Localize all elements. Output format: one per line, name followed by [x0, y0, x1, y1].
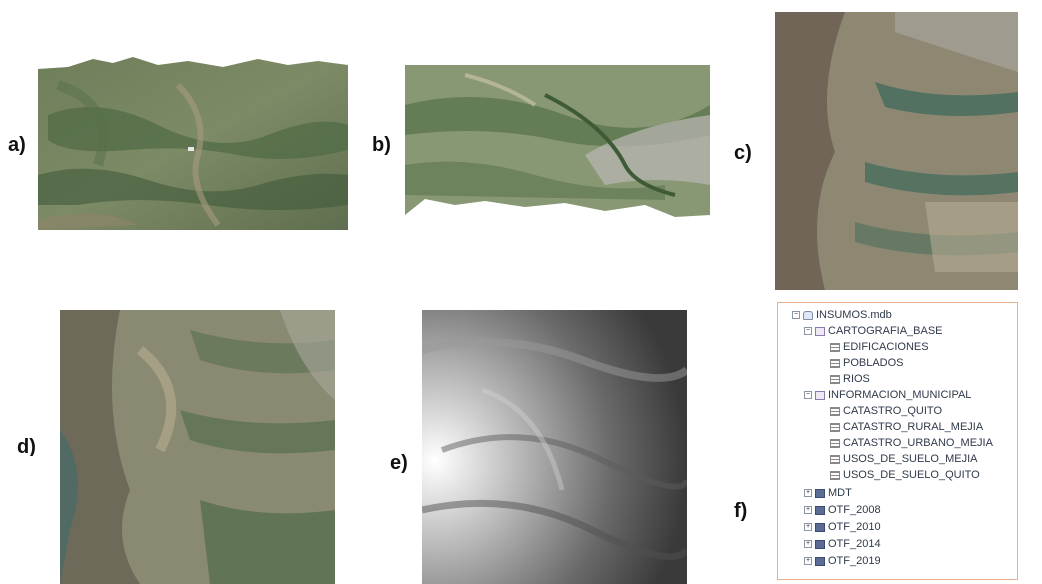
- geodatabase-tree: − INSUMOS.mdb − CARTOGRAFIA_BASE EDIFICA…: [777, 302, 1018, 580]
- tree-group-label: INFORMACION_MUNICIPAL: [828, 389, 972, 401]
- image-e-elevation-model: [422, 310, 687, 584]
- feature-class-icon: [830, 470, 840, 480]
- tree-raster[interactable]: + OTF_2019: [804, 553, 881, 569]
- tree-root-label: INSUMOS.mdb: [816, 309, 892, 321]
- image-c-orthophoto: [775, 12, 1018, 290]
- expand-icon[interactable]: +: [804, 557, 812, 565]
- raster-icon: [815, 522, 825, 532]
- expand-icon[interactable]: +: [804, 506, 812, 514]
- tree-item[interactable]: USOS_DE_SUELO_QUITO: [830, 467, 980, 483]
- tree-raster-label: OTF_2014: [828, 538, 881, 550]
- tree-raster[interactable]: + OTF_2010: [804, 519, 881, 535]
- expand-icon[interactable]: +: [804, 489, 812, 497]
- tree-raster[interactable]: + OTF_2014: [804, 536, 881, 552]
- tree-group[interactable]: − INFORMACION_MUNICIPAL: [804, 387, 971, 403]
- tree-item-label: USOS_DE_SUELO_QUITO: [843, 469, 980, 481]
- tree-item[interactable]: RIOS: [830, 371, 870, 387]
- database-icon: [803, 310, 813, 320]
- tree-group[interactable]: − CARTOGRAFIA_BASE: [804, 323, 943, 339]
- collapse-icon[interactable]: −: [804, 327, 812, 335]
- tree-item[interactable]: POBLADOS: [830, 355, 904, 371]
- collapse-icon[interactable]: −: [792, 311, 800, 319]
- tree-item[interactable]: EDIFICACIONES: [830, 339, 929, 355]
- tree-item-label: CATASTRO_RURAL_MEJIA: [843, 421, 984, 433]
- tree-item-label: RIOS: [843, 373, 870, 385]
- expand-icon[interactable]: +: [804, 523, 812, 531]
- feature-class-icon: [830, 342, 840, 352]
- tree-group-label: CARTOGRAFIA_BASE: [828, 325, 943, 337]
- feature-class-icon: [830, 422, 840, 432]
- tree-raster[interactable]: + OTF_2008: [804, 502, 881, 518]
- feature-class-icon: [830, 406, 840, 416]
- feature-dataset-icon: [815, 326, 825, 336]
- raster-icon: [815, 556, 825, 566]
- feature-class-icon: [830, 438, 840, 448]
- expand-icon[interactable]: +: [804, 540, 812, 548]
- tree-root[interactable]: − INSUMOS.mdb: [792, 307, 892, 323]
- label-a: a): [8, 134, 26, 156]
- label-d: d): [17, 436, 36, 456]
- tree-item-label: CATASTRO_URBANO_MEJIA: [843, 437, 993, 449]
- tree-item[interactable]: USOS_DE_SUELO_MEJIA: [830, 451, 978, 467]
- tree-item-label: CATASTRO_QUITO: [843, 405, 943, 417]
- image-a-orthophoto: [38, 55, 348, 230]
- feature-dataset-icon: [815, 390, 825, 400]
- tree-item[interactable]: CATASTRO_QUITO: [830, 403, 942, 419]
- tree-item-label: POBLADOS: [843, 357, 904, 369]
- collapse-icon[interactable]: −: [804, 391, 812, 399]
- raster-icon: [815, 539, 825, 549]
- tree-raster-label: OTF_2008: [828, 504, 881, 516]
- feature-class-icon: [830, 358, 840, 368]
- tree-raster-label: OTF_2010: [828, 521, 881, 533]
- label-b: b): [372, 134, 391, 156]
- label-c: c): [734, 142, 752, 164]
- tree-raster-label: MDT: [828, 487, 852, 499]
- raster-icon: [815, 488, 825, 498]
- tree-item-label: USOS_DE_SUELO_MEJIA: [843, 453, 978, 465]
- label-e: e): [390, 452, 408, 474]
- raster-icon: [815, 505, 825, 515]
- tree-item-label: EDIFICACIONES: [843, 341, 929, 353]
- tree-item[interactable]: CATASTRO_URBANO_MEJIA: [830, 435, 993, 451]
- tree-raster[interactable]: + MDT: [804, 485, 852, 501]
- tree-item[interactable]: CATASTRO_RURAL_MEJIA: [830, 419, 983, 435]
- feature-class-icon: [830, 454, 840, 464]
- label-f: f): [734, 500, 748, 522]
- image-d-orthophoto: [60, 310, 335, 584]
- feature-class-icon: [830, 374, 840, 384]
- tree-raster-label: OTF_2019: [828, 555, 881, 567]
- image-b-orthophoto: [405, 65, 710, 231]
